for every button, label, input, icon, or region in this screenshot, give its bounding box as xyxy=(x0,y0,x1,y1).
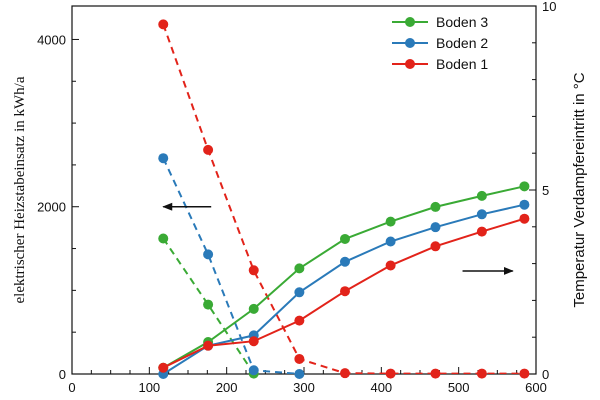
y2-tick-label: 10 xyxy=(542,0,556,14)
data-point-boden-1-dashed xyxy=(430,368,441,379)
data-point-boden-2-dashed xyxy=(203,249,214,260)
data-point-boden-1-dashed xyxy=(294,353,305,364)
series-line-boden-3-dashed xyxy=(162,237,255,374)
data-point-boden-2-dashed xyxy=(158,153,169,164)
data-point-boden-1-solid xyxy=(294,315,305,326)
data-point-boden-1-dashed xyxy=(385,368,396,379)
y-tick-label: 2000 xyxy=(37,200,66,215)
legend-label-boden-1: Boden 1 xyxy=(436,56,488,72)
data-point-boden-2-dashed xyxy=(294,369,305,379)
data-point-boden-1-dashed xyxy=(248,265,259,276)
legend-marker-boden-2 xyxy=(405,38,415,48)
data-point-boden-1-solid xyxy=(158,362,169,373)
legend: Boden 3 Boden 2 Boden 1 xyxy=(392,14,488,72)
data-point-boden-1-solid xyxy=(385,260,396,271)
data-point-boden-2-dashed xyxy=(248,365,259,376)
x-tick-label: 300 xyxy=(293,380,315,395)
legend-marker-boden-3 xyxy=(405,17,415,27)
x-tick-label: 100 xyxy=(138,380,160,395)
data-point-boden-3-solid xyxy=(519,181,530,192)
data-point-boden-1-solid xyxy=(203,340,214,351)
annotation-layer xyxy=(162,202,514,275)
y2-axis-title: Temperatur Verdampfereintritt in °C xyxy=(571,72,588,307)
data-point-boden-1-dashed xyxy=(203,144,214,155)
x-tick-label: 200 xyxy=(216,380,238,395)
data-point-boden-2-solid xyxy=(430,222,441,233)
data-point-boden-2-solid xyxy=(519,199,530,210)
x-tick-label: 600 xyxy=(525,380,547,395)
data-point-boden-3-dashed xyxy=(203,299,214,310)
data-point-boden-3-solid xyxy=(294,263,305,274)
data-point-boden-2-solid xyxy=(294,287,305,298)
data-point-boden-1-dashed xyxy=(158,19,169,30)
legend-marker-boden-1 xyxy=(405,59,415,69)
y2-tick-label: 5 xyxy=(542,183,549,198)
y-tick-label: 4000 xyxy=(37,32,66,47)
data-point-boden-1-dashed xyxy=(339,368,350,379)
y2-tick-label: 0 xyxy=(542,367,549,382)
data-point-boden-3-solid xyxy=(430,201,441,212)
data-point-boden-2-solid xyxy=(476,209,487,220)
data-point-boden-2-solid xyxy=(385,236,396,247)
data-point-boden-1-solid xyxy=(339,286,350,297)
data-point-boden-3-solid xyxy=(476,190,487,201)
y-axis-title: elektrischer Heizstabeinsatz in kWh/a xyxy=(12,76,28,303)
data-point-boden-3-solid xyxy=(248,303,259,314)
data-point-boden-1-solid xyxy=(476,226,487,237)
data-point-boden-3-solid xyxy=(385,216,396,227)
data-point-boden-1-solid xyxy=(248,336,259,347)
data-point-boden-3-dashed xyxy=(158,233,169,244)
data-point-boden-1-solid xyxy=(430,241,441,252)
series-layer xyxy=(158,19,530,379)
x-tick-label: 0 xyxy=(68,380,75,395)
series-line-boden-2-dashed xyxy=(162,157,300,374)
series-line-boden-3-solid xyxy=(162,185,525,369)
legend-label-boden-3: Boden 3 xyxy=(436,14,488,30)
data-point-boden-3-solid xyxy=(339,233,350,244)
data-point-boden-2-solid xyxy=(339,256,350,267)
x-tick-label: 500 xyxy=(448,380,470,395)
data-point-boden-1-dashed xyxy=(476,368,487,379)
data-point-boden-1-solid xyxy=(519,213,530,224)
data-point-boden-1-dashed xyxy=(519,368,530,379)
x-tick-label: 400 xyxy=(370,380,392,395)
legend-label-boden-2: Boden 2 xyxy=(436,35,488,51)
y-tick-label: 0 xyxy=(59,367,66,382)
